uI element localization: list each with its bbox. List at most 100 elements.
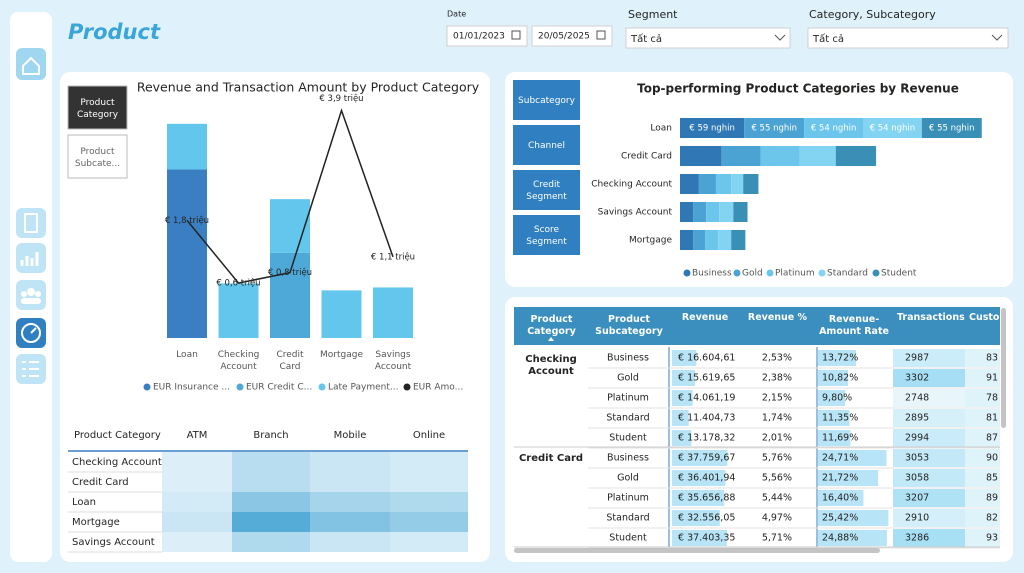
h-scrollbar[interactable] [514,548,880,553]
row-category: Checking Account [525,354,577,377]
rate-bar [818,430,851,446]
line-series [186,108,394,284]
bar-segment [715,174,732,194]
legend-marker [872,269,880,277]
data-label: € 3,9 triệu [319,93,363,104]
legend-marker [766,269,774,277]
bar-segment [743,174,759,194]
row-label: Savings Account [72,537,155,548]
cell-revenue-pct: 5,76% [762,453,792,464]
cell-revenue: € 36.401,94 [678,473,735,484]
cell-customers: 87 [986,433,998,444]
cell-revenue: € 37.759,67 [678,453,735,464]
toggle-button[interactable] [67,134,128,179]
v-scrollbar[interactable] [1001,308,1006,428]
legend-marker [143,383,151,391]
bar-segment [680,118,745,138]
heat-cell [162,492,232,512]
toggle-button[interactable] [513,215,580,255]
revenue-bar [672,350,697,366]
heat-cell [390,452,468,472]
heat-cell [310,512,390,532]
customers-cell [965,429,1000,447]
corner-label: Product Category [74,430,161,441]
cell-revenue-pct: 2,38% [762,373,792,384]
transactions-cell [893,449,965,467]
cell-customers: 82 [986,513,998,524]
cell-revenue-pct: 4,97% [762,513,792,524]
bar-segment [733,202,748,222]
data-label: € 0,6 triệu [216,278,260,289]
legend-marker [683,269,691,277]
nav-report[interactable] [16,208,46,238]
legend-marker [236,383,244,391]
legend-label: EUR Amo... [413,383,463,393]
bar-segment [719,202,734,222]
date-start[interactable] [446,25,528,47]
row-label: Loan [72,497,96,508]
row-category: Credit Card [519,453,583,464]
y-tick-label: Mortgage [629,236,672,246]
date-end[interactable] [531,25,613,47]
column-header: Transactions [897,312,965,323]
heat-cell [232,472,310,492]
nav-people[interactable] [16,280,46,310]
y-tick-label: Checking Account [591,180,672,190]
data-label: € 55 nghin [751,124,797,134]
revenue-bar [672,470,726,486]
toggle-label: Product Category [77,98,119,120]
nav-trend[interactable] [16,243,46,273]
filter-label: Category, Subcategory [809,8,936,21]
legend-label: EUR Credit C... [246,383,312,393]
category-dropdown[interactable] [807,27,1009,49]
y-tick-label: Loan [650,124,672,134]
rate-bar [818,470,879,486]
toggle-button[interactable] [513,170,580,210]
y-tick-label: Savings Account [598,208,673,218]
toggle-button[interactable] [67,85,128,130]
bar-segment [680,202,694,222]
y-tick-label: Credit Card [621,152,672,162]
rate-bar [818,450,887,466]
cell-transactions: 2994 [905,433,929,444]
cell-revenue-pct: 1,74% [762,413,792,424]
cell-revenue-pct: 5,56% [762,473,792,484]
cell-revenue: € 13.178,32 [678,433,735,444]
cell-customers: 90 [986,453,998,464]
nav-home[interactable] [16,48,46,80]
nav-gauge[interactable] [16,318,46,348]
cell-rate: 11,35% [822,413,858,424]
legend-label: Business [692,269,732,279]
cell-rate: 9,80% [822,393,852,404]
cell-revenue-pct: 5,71% [762,533,792,544]
nav-list[interactable] [16,354,46,384]
chart-title: Revenue and Transaction Amount by Produc… [137,80,480,95]
rate-bar [818,390,846,406]
row-label: Credit Card [72,477,129,488]
transactions-cell [893,349,965,367]
cell-customers: 83 [986,353,998,364]
cell-subcategory: Platinum [607,493,649,504]
toggle-button[interactable] [513,125,580,165]
cell-revenue-pct: 2,15% [762,393,792,404]
revenue-bar [672,430,692,446]
cell-rate: 10,82% [822,373,858,384]
customers-cell [965,449,1000,467]
table-panel [505,297,1013,562]
toggle-button[interactable] [513,80,580,120]
data-label: € 54 nghin [870,124,916,134]
bar-segment [731,230,746,250]
customers-cell [965,509,1000,527]
cell-customers: 93 [986,533,998,544]
heat-cell [390,512,468,532]
segment-dropdown[interactable] [625,27,791,49]
cell-transactions: 3286 [905,533,929,544]
cell-revenue: € 35.656,88 [678,493,735,504]
cell-subcategory: Student [609,433,647,444]
rate-bar [818,370,848,386]
customers-cell [965,469,1000,487]
bar-segment [167,123,207,170]
bar-segment [721,146,761,166]
cell-transactions: 3053 [905,453,929,464]
